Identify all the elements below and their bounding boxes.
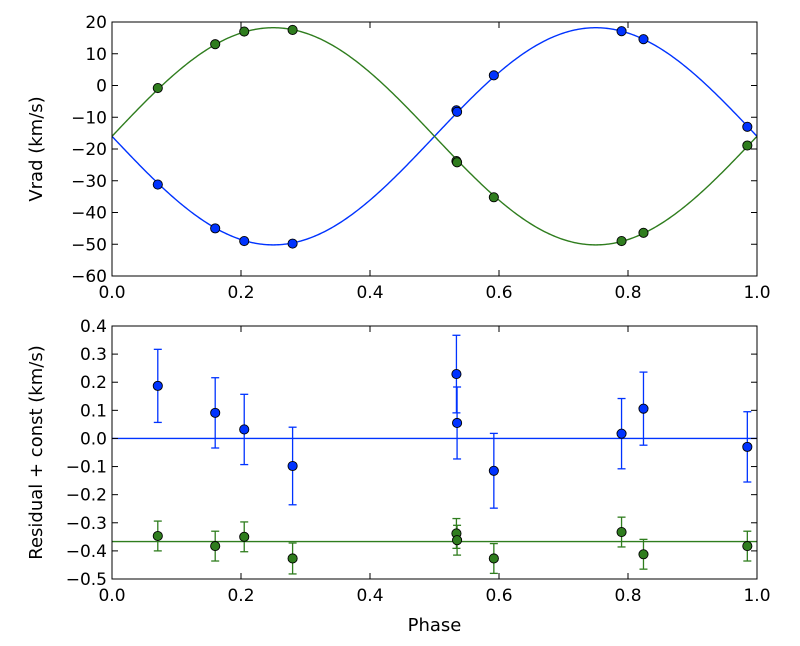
residuals-panel: 0.0 0.2 0.4 0.6 0.8 1.0 −0.5 −0.4 −0.3 −0.2 −0.1 0.… — [26, 317, 771, 636]
data-point-series-2 — [742, 140, 753, 151]
y-tick-label: 0.0 — [80, 429, 107, 449]
data-point-series-2 — [239, 26, 250, 37]
y-tick-label: 0.2 — [80, 373, 107, 393]
y-tick-label: −0.4 — [66, 542, 107, 562]
y-tick-label: 10 — [85, 45, 107, 65]
data-point-series-2 — [152, 82, 163, 94]
data-point-series-2 — [638, 549, 649, 560]
data-point-series-1 — [742, 121, 753, 132]
data-point-series-1 — [616, 428, 627, 439]
y-tick-label: 0 — [96, 77, 107, 97]
data-point-series-2 — [287, 24, 298, 35]
data-point-series-1 — [239, 236, 250, 247]
plot-data — [112, 334, 757, 575]
model-curve-2 — [112, 27, 757, 246]
y-tick-label: −0.1 — [66, 458, 107, 478]
y-tick-label: 20 — [85, 13, 107, 33]
y-tick-label: −0.5 — [66, 570, 107, 590]
x-tick-label: 1.0 — [743, 283, 770, 303]
data-point-series-1 — [742, 441, 753, 452]
data-point-series-2 — [742, 541, 753, 552]
y-tick-label: −0.3 — [66, 514, 107, 534]
data-point-series-1 — [210, 223, 221, 234]
x-tick-label: 0.4 — [356, 586, 383, 606]
data-point-series-1 — [638, 34, 649, 45]
radial-velocity-panel: 0.0 0.2 0.4 0.6 0.8 1.0 −60 −50 −40 −30 −20 −10 0 10 2… — [26, 13, 771, 303]
data-point-series-2 — [239, 531, 250, 542]
y-tick-label: 0.4 — [80, 317, 107, 337]
y-tick-label: −40 — [71, 204, 107, 224]
data-point-series-1 — [152, 179, 163, 190]
axes-frame — [111, 325, 758, 580]
y-tick-label: −10 — [71, 108, 107, 128]
x-tick-label: 0.0 — [98, 586, 125, 606]
y-tick-label: 0.1 — [80, 401, 107, 421]
x-tick-label: 0.8 — [614, 283, 641, 303]
data-point-series-2 — [287, 553, 298, 564]
y-axis-label: Vrad (km/s) — [26, 96, 47, 201]
data-point-series-1 — [638, 403, 649, 414]
y-tick-label: 0.3 — [80, 345, 107, 365]
y-axis-label: Residual + const (km/s) — [26, 345, 47, 559]
data-point-series-1 — [451, 369, 462, 380]
data-point-series-2 — [488, 192, 499, 203]
data-point-series-2 — [210, 541, 221, 552]
x-tick-label: 0.6 — [485, 586, 512, 606]
data-point-series-1 — [488, 70, 499, 81]
x-tick-label: 0.2 — [227, 586, 254, 606]
data-point-series-2 — [488, 553, 499, 564]
data-point-series-2 — [638, 227, 649, 238]
data-point-series-1 — [152, 380, 163, 391]
x-tick-label: 0.6 — [485, 283, 512, 303]
x-axis-label: Phase — [408, 615, 462, 636]
y-tick-label: −30 — [71, 172, 107, 192]
y-tick-label: −20 — [71, 140, 107, 160]
x-tick-label: 0.8 — [614, 586, 641, 606]
data-point-series-1 — [239, 424, 250, 435]
data-point-series-2 — [616, 236, 627, 247]
data-point-series-1 — [210, 407, 221, 418]
data-point-series-1 — [452, 417, 463, 429]
x-tick-label: 1.0 — [743, 586, 770, 606]
y-tick-label: −50 — [71, 235, 107, 255]
data-point-series-1 — [287, 238, 298, 249]
data-point-series-1 — [452, 106, 463, 117]
x-tick-label: 0.4 — [356, 283, 383, 303]
data-point-series-2 — [152, 530, 163, 542]
y-tick-label: −60 — [71, 267, 107, 287]
axes-frame — [111, 21, 758, 277]
data-point-series-1 — [616, 26, 627, 37]
data-point-series-2 — [210, 39, 221, 50]
x-tick-label: 0.2 — [227, 283, 254, 303]
data-point-series-2 — [452, 157, 463, 168]
x-tick-label: 0.0 — [98, 283, 125, 303]
data-point-series-1 — [488, 465, 499, 476]
plot-data — [112, 24, 757, 249]
data-point-series-2 — [452, 535, 463, 546]
data-point-series-1 — [287, 460, 298, 472]
y-tick-label: −0.2 — [66, 486, 107, 506]
data-point-series-2 — [616, 527, 627, 538]
